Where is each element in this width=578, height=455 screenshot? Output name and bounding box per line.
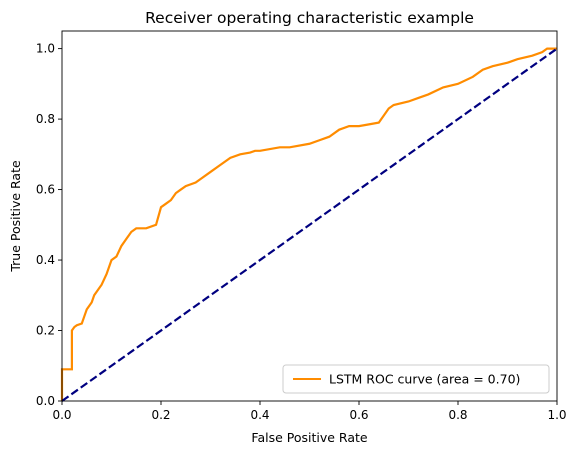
y-axis-label: True Positive Rate [8, 160, 23, 273]
legend-entry-lstm: LSTM ROC curve (area = 0.70) [329, 372, 520, 387]
x-axis-label: False Positive Rate [251, 430, 367, 445]
y-tick-label: 0.4 [36, 253, 55, 267]
x-tick-label: 0.4 [250, 408, 269, 422]
y-tick-label: 1.0 [36, 42, 55, 56]
y-tick-label: 0.8 [36, 112, 55, 126]
x-tick-label: 0.8 [448, 408, 467, 422]
x-tick-label: 0.0 [52, 408, 71, 422]
x-tick-label: 1.0 [547, 408, 566, 422]
x-tick-label: 0.2 [151, 408, 170, 422]
series-layer [60, 47, 558, 402]
y-tick-label: 0.6 [36, 183, 55, 197]
chart-title: Receiver operating characteristic exampl… [145, 9, 474, 27]
roc-curve-line [60, 47, 557, 401]
y-tick-label: 0.0 [36, 394, 55, 408]
legend: LSTM ROC curve (area = 0.70) [282, 364, 550, 394]
ticks-layer: 0.0 0.2 0.4 0.6 0.8 1.0 0.0 0.2 0.4 0.6 0.8 1.0 [36, 42, 567, 422]
y-tick-label: 0.2 [36, 324, 55, 338]
plot-frame [61, 30, 558, 402]
legend-box [282, 364, 550, 394]
x-tick-label: 0.6 [349, 408, 368, 422]
chance-diagonal-line [61, 47, 558, 402]
